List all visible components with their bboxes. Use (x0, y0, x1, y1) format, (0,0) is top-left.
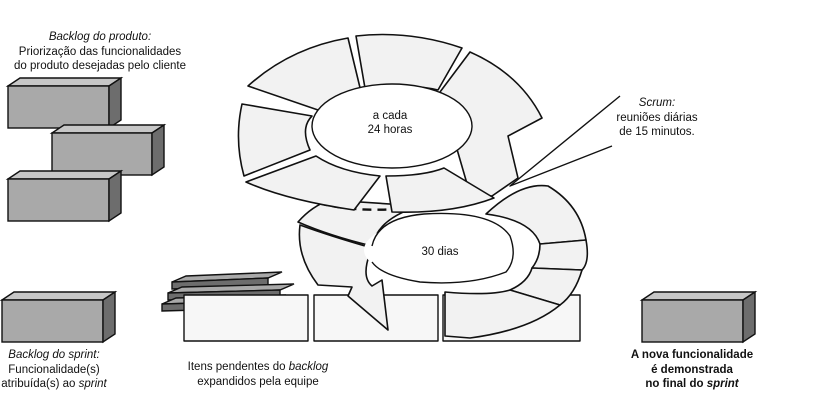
sprint-cycle (297, 184, 589, 339)
daily-cycle (237, 33, 543, 214)
product-backlog-line2: do produto desejadas pelo cliente (14, 60, 186, 72)
daily-cycle-line2: 24 horas (368, 124, 413, 136)
pending-items-line1: Itens pendentes do backlog (187, 361, 329, 373)
backlog-box (5, 76, 124, 130)
sprint-backlog-label: Backlog do sprint: Funcionalidade(s) atr… (0, 348, 122, 392)
scrum-callout-pointer (509, 95, 621, 187)
product-backlog-title: Backlog do produto: (48, 31, 152, 43)
backlog-box (49, 123, 167, 177)
pending-items-line2: expandidos pela equipe (197, 375, 319, 388)
scrum-label: Scrum: reuniões diárias de 15 minutos. (598, 96, 716, 140)
pending-items-label: Itens pendentes do backlog expandidos pe… (160, 360, 356, 389)
sprint-backlog-line2: atribuída(s) ao sprint (1, 378, 107, 390)
sprint-backlog-title: Backlog do sprint: (8, 349, 100, 361)
scrum-title: Scrum: (638, 97, 676, 109)
backlog-box (5, 169, 124, 223)
new-feature-line1: A nova funcionalidade (630, 349, 754, 361)
product-backlog-boxes (5, 76, 167, 223)
sprint-cycle-label: 30 dias (421, 246, 458, 258)
product-backlog-label: Backlog do produto: Priorização das func… (0, 30, 200, 74)
sprint-backlog-box (0, 290, 118, 344)
product-backlog-line1: Priorização das funcionalidades (18, 45, 182, 58)
scrum-line2: de 15 minutos. (619, 126, 695, 138)
new-feature-line3: no final do sprint (645, 378, 739, 390)
scrum-line1: reuniões diárias (616, 111, 698, 124)
daily-cycle-line1: a cada (373, 110, 408, 122)
new-feature-box (639, 290, 758, 344)
new-feature-label: A nova funcionalidade é demonstrada no f… (616, 348, 768, 392)
new-feature-line2: é demonstrada (651, 363, 733, 376)
sprint-backlog-line1: Funcionalidade(s) (8, 363, 100, 376)
